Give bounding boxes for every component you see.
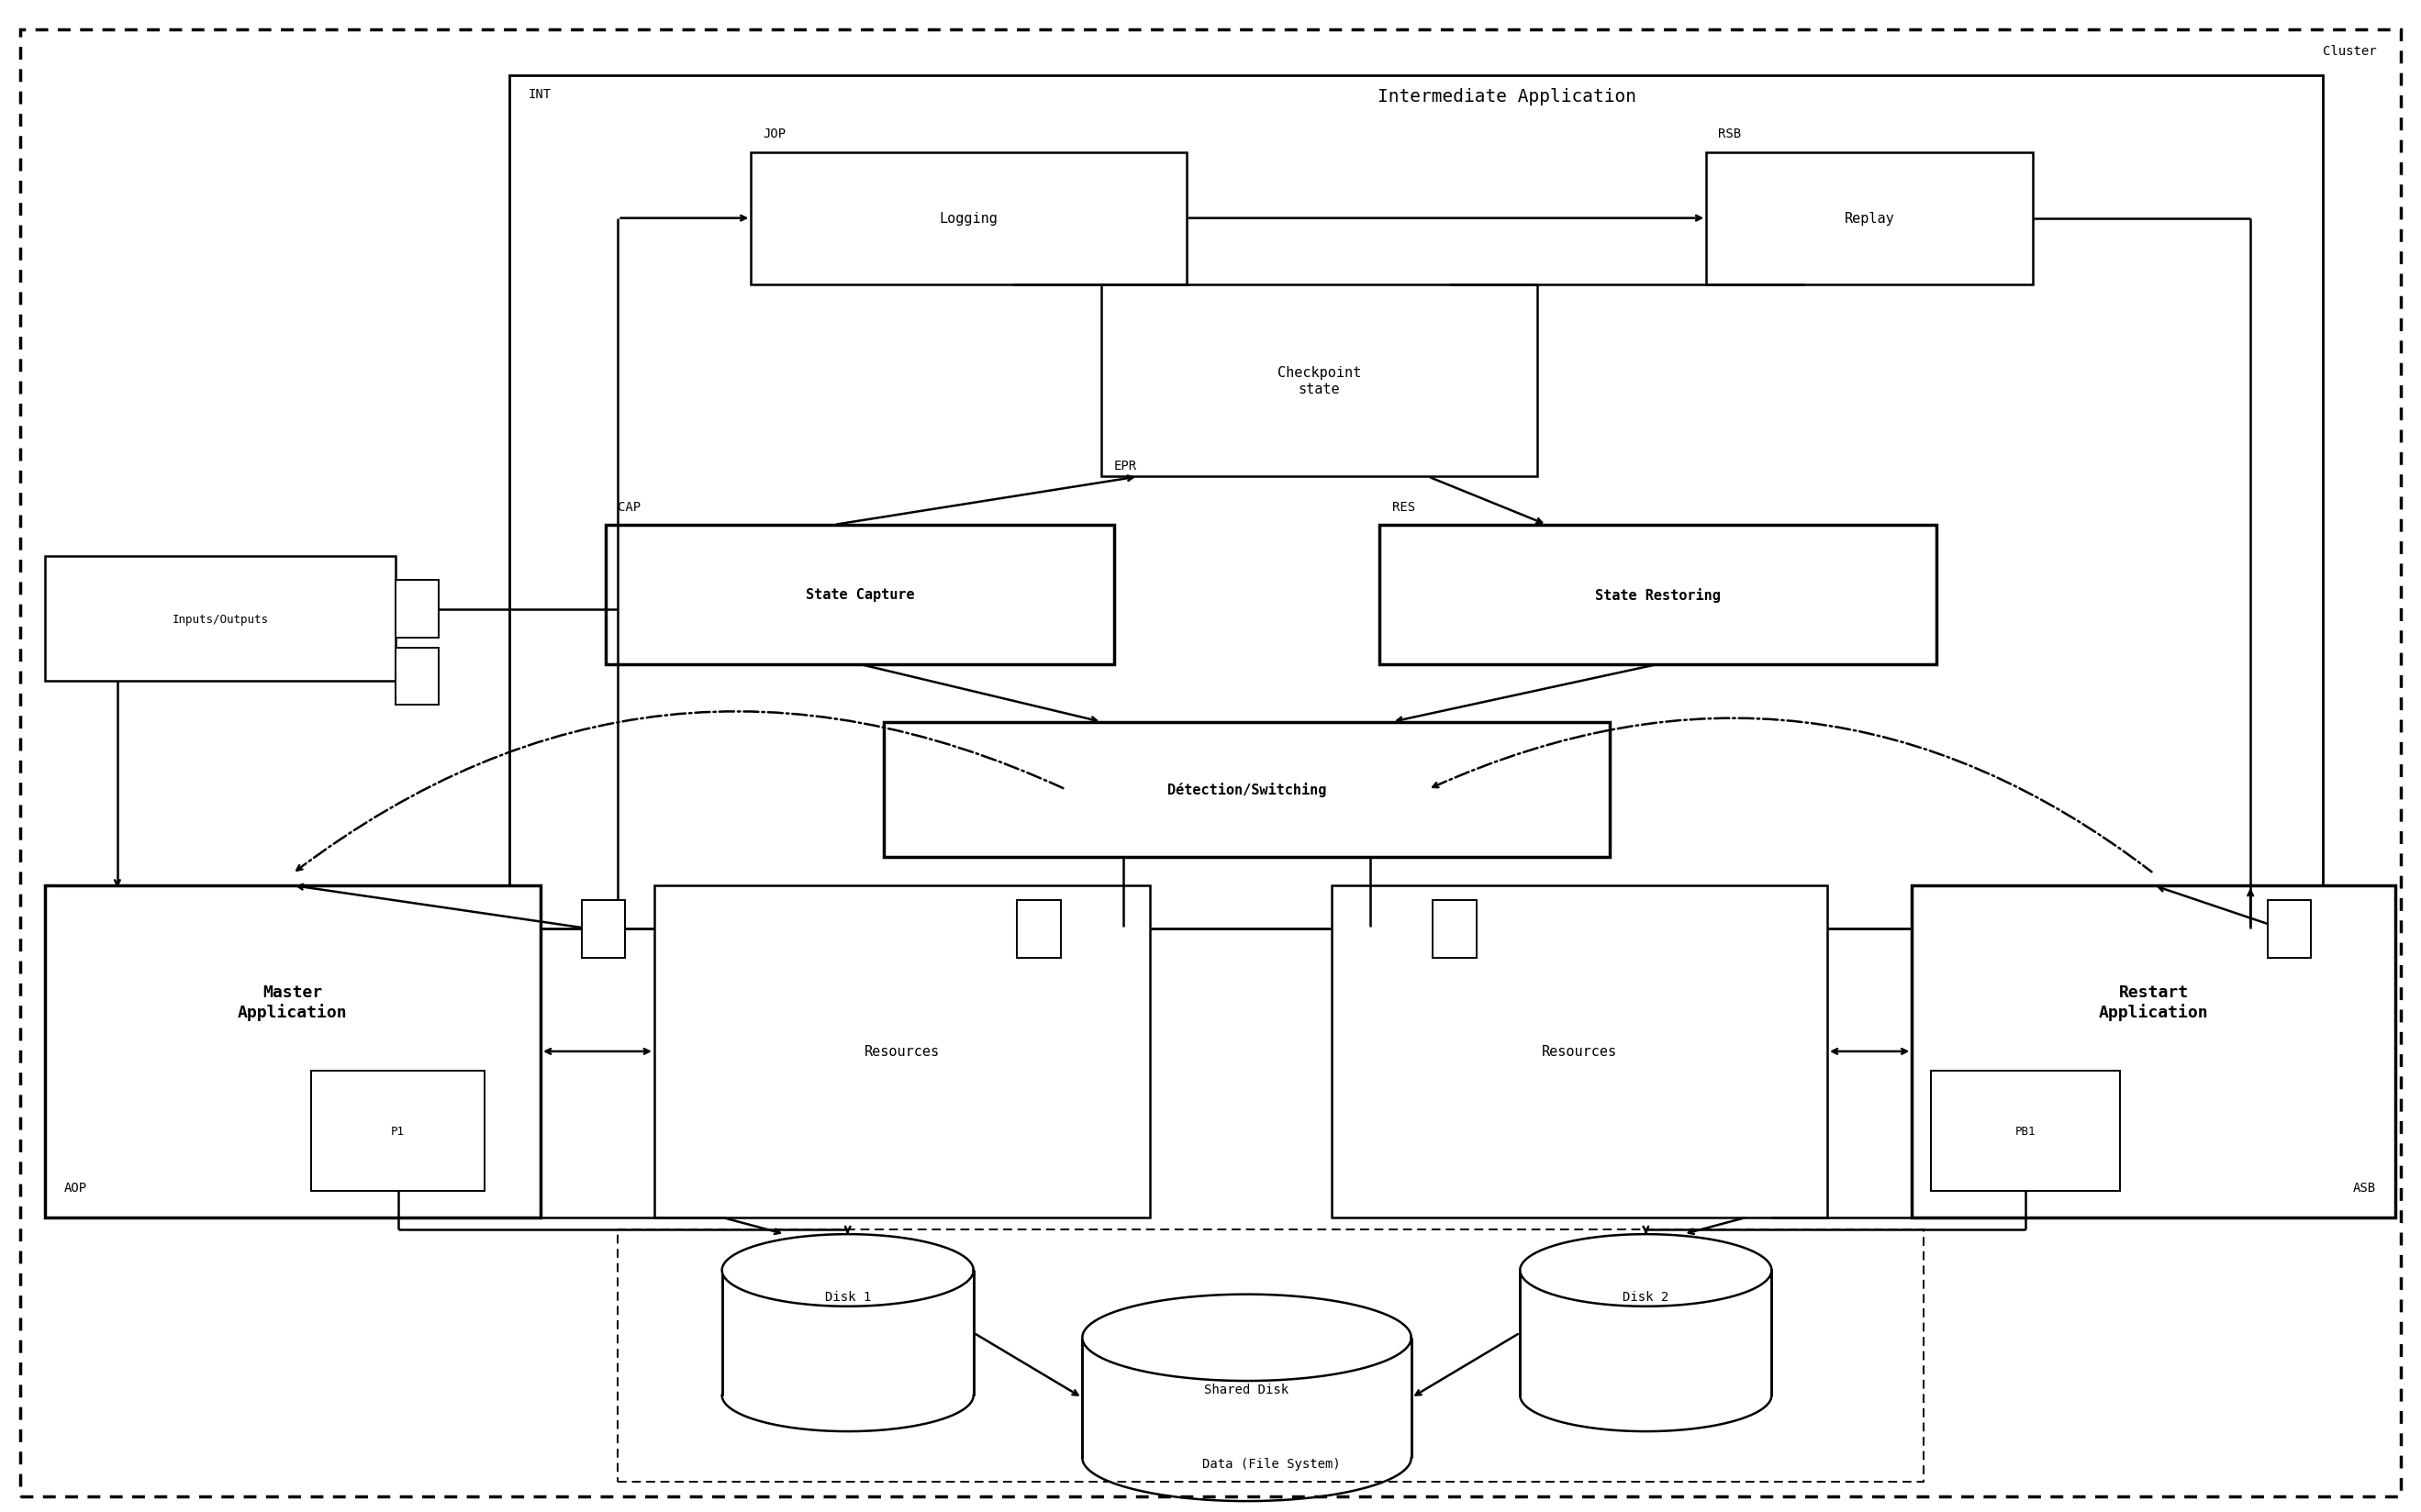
Bar [1332, 886, 1828, 1217]
Text: Data (File System): Data (File System) [1201, 1458, 1341, 1470]
Bar [46, 886, 540, 1217]
Text: P1: P1 [392, 1125, 404, 1137]
Text: State Restoring: State Restoring [1595, 588, 1721, 602]
Text: State Capture: State Capture [806, 588, 915, 602]
Bar [1433, 900, 1477, 959]
Bar [395, 647, 438, 706]
Bar [605, 525, 1114, 665]
Bar [1932, 1070, 2121, 1191]
Bar [1913, 886, 2394, 1217]
Bar [581, 900, 625, 959]
Bar [617, 1229, 1925, 1482]
Text: Cluster: Cluster [2322, 44, 2375, 57]
Text: ASB: ASB [2353, 1181, 2375, 1193]
Bar [46, 556, 395, 682]
Text: INT: INT [528, 88, 552, 101]
Text: AOP: AOP [63, 1181, 87, 1193]
Text: Détection/Switching: Détection/Switching [1167, 782, 1327, 797]
Bar [508, 76, 2324, 928]
Bar [1102, 284, 1537, 478]
Text: RSB: RSB [1719, 129, 1741, 141]
Text: Replay: Replay [1845, 212, 1896, 225]
Polygon shape [1520, 1270, 1772, 1396]
Polygon shape [721, 1270, 973, 1396]
Text: CAP: CAP [617, 500, 642, 513]
Bar [654, 886, 1150, 1217]
Bar [1017, 900, 1060, 959]
Text: Resources: Resources [1542, 1045, 1617, 1058]
Bar [751, 153, 1186, 284]
Text: Inputs/Outputs: Inputs/Outputs [172, 612, 269, 624]
Bar [2268, 900, 2312, 959]
Polygon shape [721, 1234, 973, 1306]
Text: Master
Application: Master Application [237, 984, 349, 1021]
Text: Shared Disk: Shared Disk [1206, 1382, 1288, 1396]
Polygon shape [1082, 1294, 1411, 1380]
Bar [1707, 153, 2034, 284]
Text: Intermediate Application: Intermediate Application [1378, 88, 1637, 106]
Bar [884, 723, 1610, 857]
Text: RES: RES [1392, 500, 1414, 513]
Polygon shape [1082, 1338, 1411, 1458]
Text: JOP: JOP [763, 129, 787, 141]
Text: Checkpoint
state: Checkpoint state [1278, 366, 1361, 396]
Text: EPR: EPR [1114, 460, 1138, 472]
Bar [1380, 525, 1937, 665]
Bar [310, 1070, 484, 1191]
Text: PB1: PB1 [2014, 1125, 2036, 1137]
Bar [395, 581, 438, 638]
Text: Logging: Logging [939, 212, 997, 225]
Polygon shape [1520, 1234, 1772, 1306]
Text: Disk 1: Disk 1 [826, 1290, 872, 1303]
Text: Disk 2: Disk 2 [1622, 1290, 1668, 1303]
Text: Resources: Resources [864, 1045, 939, 1058]
Text: Restart
Application: Restart Application [2099, 984, 2208, 1021]
